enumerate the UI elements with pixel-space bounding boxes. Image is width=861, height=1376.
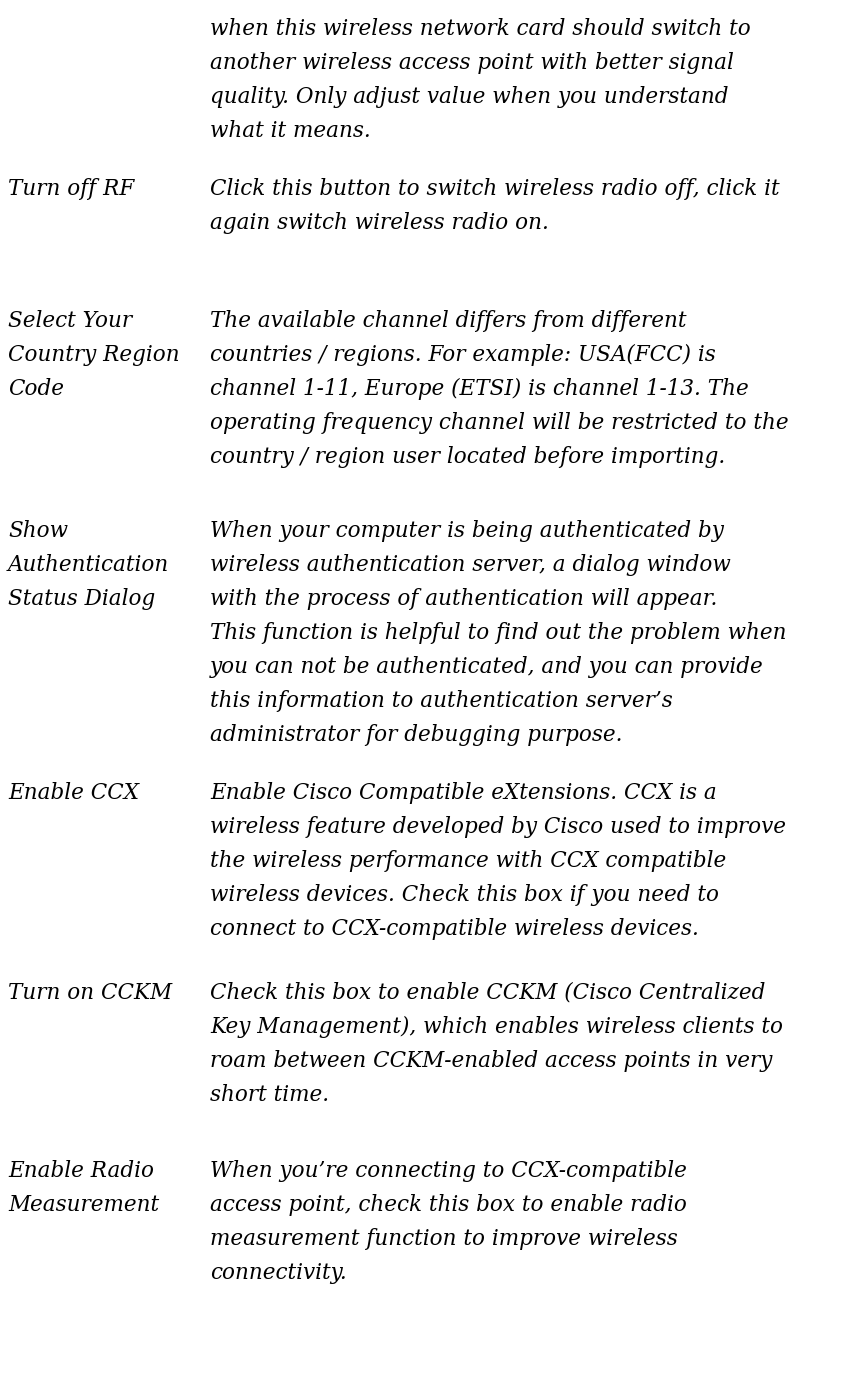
Text: This function is helpful to find out the problem when: This function is helpful to find out the…	[210, 622, 785, 644]
Text: Turn off RF: Turn off RF	[8, 178, 134, 200]
Text: country / region user located before importing.: country / region user located before imp…	[210, 446, 724, 468]
Text: Country Region: Country Region	[8, 344, 179, 366]
Text: quality. Only adjust value when you understand: quality. Only adjust value when you unde…	[210, 85, 728, 107]
Text: Select Your: Select Your	[8, 310, 132, 332]
Text: short time.: short time.	[210, 1084, 329, 1106]
Text: connect to CCX-compatible wireless devices.: connect to CCX-compatible wireless devic…	[210, 918, 698, 940]
Text: When your computer is being authenticated by: When your computer is being authenticate…	[210, 520, 723, 542]
Text: what it means.: what it means.	[210, 120, 370, 142]
Text: Click this button to switch wireless radio off, click it: Click this button to switch wireless rad…	[210, 178, 778, 200]
Text: this information to authentication server’s: this information to authentication serve…	[210, 689, 672, 711]
Text: measurement function to improve wireless: measurement function to improve wireless	[210, 1227, 677, 1249]
Text: another wireless access point with better signal: another wireless access point with bette…	[210, 52, 733, 74]
Text: wireless authentication server, a dialog window: wireless authentication server, a dialog…	[210, 555, 730, 577]
Text: The available channel differs from different: The available channel differs from diffe…	[210, 310, 685, 332]
Text: you can not be authenticated, and you can provide: you can not be authenticated, and you ca…	[210, 656, 763, 678]
Text: Enable Cisco Compatible eXtensions. CCX is a: Enable Cisco Compatible eXtensions. CCX …	[210, 782, 715, 804]
Text: wireless devices. Check this box if you need to: wireless devices. Check this box if you …	[210, 883, 718, 905]
Text: with the process of authentication will appear.: with the process of authentication will …	[210, 588, 716, 610]
Text: connectivity.: connectivity.	[210, 1262, 346, 1284]
Text: wireless feature developed by Cisco used to improve: wireless feature developed by Cisco used…	[210, 816, 785, 838]
Text: the wireless performance with CCX compatible: the wireless performance with CCX compat…	[210, 850, 726, 872]
Text: countries / regions. For example: USA(FCC) is: countries / regions. For example: USA(FC…	[210, 344, 715, 366]
Text: Key Management), which enables wireless clients to: Key Management), which enables wireless …	[210, 1015, 782, 1038]
Text: Turn on CCKM: Turn on CCKM	[8, 982, 172, 1004]
Text: again switch wireless radio on.: again switch wireless radio on.	[210, 212, 548, 234]
Text: roam between CCKM-enabled access points in very: roam between CCKM-enabled access points …	[210, 1050, 771, 1072]
Text: Authentication: Authentication	[8, 555, 169, 577]
Text: Measurement: Measurement	[8, 1194, 159, 1216]
Text: When you’re connecting to CCX-compatible: When you’re connecting to CCX-compatible	[210, 1160, 686, 1182]
Text: Show: Show	[8, 520, 68, 542]
Text: access point, check this box to enable radio: access point, check this box to enable r…	[210, 1194, 686, 1216]
Text: when this wireless network card should switch to: when this wireless network card should s…	[210, 18, 750, 40]
Text: Check this box to enable CCKM (Cisco Centralized: Check this box to enable CCKM (Cisco Cen…	[210, 982, 765, 1004]
Text: Enable CCX: Enable CCX	[8, 782, 139, 804]
Text: operating frequency channel will be restricted to the: operating frequency channel will be rest…	[210, 411, 788, 433]
Text: Code: Code	[8, 378, 64, 400]
Text: channel 1-11, Europe (ETSI) is channel 1-13. The: channel 1-11, Europe (ETSI) is channel 1…	[210, 378, 748, 400]
Text: Enable Radio: Enable Radio	[8, 1160, 154, 1182]
Text: Status Dialog: Status Dialog	[8, 588, 155, 610]
Text: administrator for debugging purpose.: administrator for debugging purpose.	[210, 724, 622, 746]
